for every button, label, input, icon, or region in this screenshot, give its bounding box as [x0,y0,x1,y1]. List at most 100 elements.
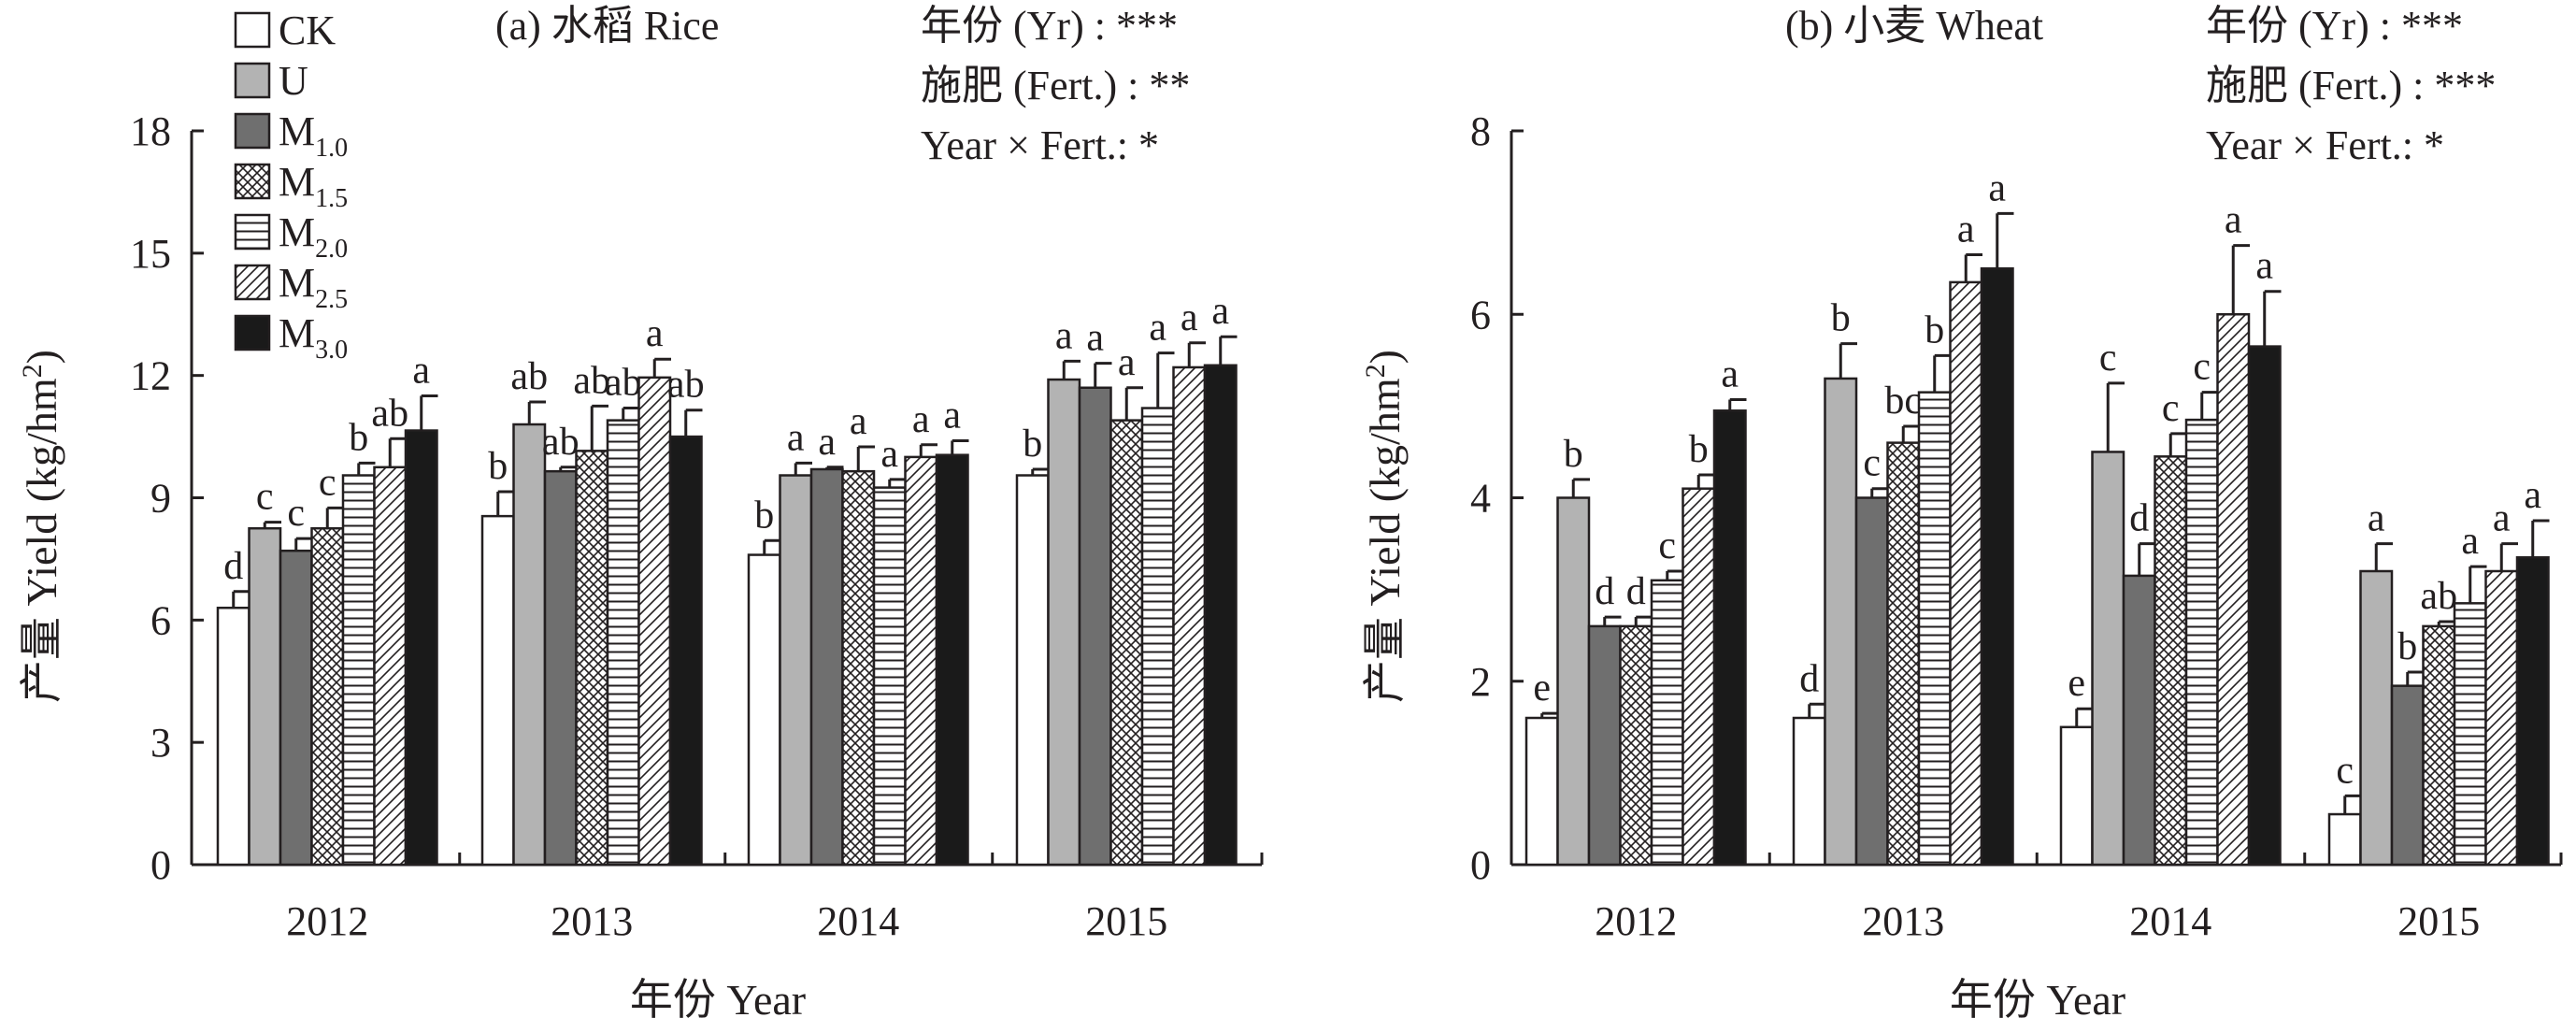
wheat-bar-u-2015 [2359,569,2394,867]
wheat-chart-title: (b) 小麦 Wheat [1785,3,2043,49]
wheat-y-tick-label: 2 [1470,659,1491,705]
wheat-sig-letter-m1-5-2012: d [1626,570,1646,613]
legend-label-base: M [279,159,315,205]
rice-sig-letter-u-2013: ab [510,355,548,398]
wheat-sig-letter-m3-0-2014: a [2255,245,2273,288]
wheat-bar-m2-5-2015 [2484,569,2519,867]
rice-sig-letter-m1-5-2013: ab [573,359,610,402]
wheat-stat-fert: 施肥 (Fert.) : *** [2206,63,2496,108]
rice-sig-letter-m3-0-2013: ab [667,364,705,407]
wheat-sig-letter-u-2014: c [2099,337,2117,380]
legend-label-base: M [279,260,315,306]
rice-bar-m1-5-2015 [1109,419,1144,867]
wheat-bar-m2-5-2012 [1682,487,1716,867]
wheat-bar-ck-2013 [1792,716,1826,867]
rice-y-tick-label: 6 [150,597,171,643]
wheat-sig-letter-u-2013: b [1831,297,1851,340]
wheat-y-tick-label: 4 [1470,476,1491,522]
wheat-x-tick-label-2012: 2012 [1595,898,1677,944]
rice-y-axis-label: 产量 Yield (kg/hm2) [17,350,65,703]
legend-swatch-m2-5 [234,264,271,301]
rice-sig-letter-m3-0-2012: a [412,349,430,392]
wheat-sig-letter-m1-5-2013: bc [1884,380,1922,423]
wheat-bar-m2-0-2014 [2184,418,2219,867]
legend-swatch-m1-5 [234,163,271,200]
rice-sig-letter-ck-2015: b [1023,423,1042,466]
rice-stat-fert: 施肥 (Fert.) : ** [921,63,1190,108]
wheat-bar-m3-0-2015 [2515,556,2550,867]
rice-y-tick-label: 3 [150,720,171,766]
wheat-sig-letter-m2-5-2014: a [2225,199,2242,242]
rice-sig-letter-m1-0-2012: c [287,492,305,535]
wheat-bar-m3-0-2014 [2247,345,2282,867]
rice-sig-letter-m2-5-2013: a [646,312,664,355]
legend-label-u: U [279,58,308,104]
wheat-sig-letter-m2-0-2014: c [2193,346,2211,389]
wheat-x-axis-label: 年份 Year [1950,976,2125,1024]
wheat-y-tick-label: 8 [1470,108,1491,154]
rice-chart-title: (a) 水稻 Rice [495,3,719,49]
rice-sig-letter-m1-5-2014: a [850,400,867,443]
rice-sig-letter-m3-0-2014: a [943,394,961,437]
legend-label-base: CK [279,7,336,53]
rice-sig-letter-m3-0-2015: a [1211,290,1229,333]
rice-bar-m1-5-2012 [310,526,345,867]
rice-bar-m2-5-2015 [1172,366,1207,867]
rice-x-tick-label-2013: 2013 [551,898,633,944]
rice-sig-letter-m1-0-2015: a [1086,317,1104,360]
rice-sig-letter-m2-5-2014: a [912,398,930,441]
wheat-sig-letter-m2-0-2012: c [1658,524,1676,567]
rice-bar-ck-2013 [480,514,515,867]
rice-bar-m3-0-2015 [1203,364,1238,867]
rice-y-tick-label: 9 [150,476,171,522]
rice-sig-letter-m2-5-2015: a [1181,296,1198,339]
rice-bar-m1-5-2014 [841,469,876,867]
rice-y-axis-label-main: 产量 Yield (kg/hm [18,378,65,703]
wheat-x-tick-label-2013: 2013 [1862,898,1944,944]
wheat-sig-letter-m3-0-2013: a [1988,166,2006,209]
wheat-sig-letter-u-2015: a [2368,497,2385,540]
rice-bar-u-2012 [248,526,282,867]
rice-bar-m3-0-2012 [404,429,438,867]
rice-sig-letter-m2-5-2012: ab [371,392,408,435]
rice-sig-letter-m1-5-2012: c [319,461,336,504]
rice-x-tick-label-2014: 2014 [817,898,899,944]
wheat-sig-letter-m3-0-2015: a [2524,474,2541,517]
rice-bar-u-2013 [512,423,547,867]
wheat-sig-letter-ck-2015: c [2336,749,2354,792]
rice-sig-letter-m1-0-2013: ab [542,421,580,464]
wheat-sig-letter-m1-0-2012: d [1595,570,1614,613]
legend-label-base: U [279,58,308,104]
rice-y-axis-label-sup: 2 [17,364,48,378]
rice-sig-letter-m2-0-2014: a [880,433,898,476]
wheat-bar-m2-0-2015 [2453,602,2487,867]
wheat-sig-letter-u-2012: b [1564,433,1583,476]
wheat-y-tick-label: 6 [1470,292,1491,337]
rice-bar-ck-2012 [216,607,250,867]
rice-bar-m1-0-2012 [279,549,313,867]
rice-sig-letter-u-2014: a [787,416,805,459]
wheat-bar-ck-2015 [2327,812,2362,867]
rice-bar-m1-5-2013 [575,450,609,867]
rice-bar-m2-5-2014 [904,455,938,867]
wheat-bar-ck-2014 [2059,725,2094,867]
rice-y-tick-label: 12 [130,353,171,399]
rice-bar-ck-2015 [1015,474,1050,867]
wheat-sig-letter-m1-0-2014: d [2129,497,2149,540]
legend-label-subscript: 1.5 [315,184,348,213]
wheat-y-axis-label-sup: 2 [1360,364,1391,378]
rice-bar-m2-0-2015 [1140,407,1175,867]
rice-sig-letter-m2-0-2013: ab [605,362,642,405]
wheat-x-tick-label-2015: 2015 [2397,898,2480,944]
wheat-bar-m2-0-2013 [1917,391,1952,867]
wheat-sig-letter-m2-0-2013: b [1925,308,1944,351]
legend-label-subscript: 2.5 [315,285,348,314]
wheat-bar-m1-0-2015 [2390,684,2425,867]
rice-y-tick-label: 18 [130,108,171,154]
wheat-bar-m3-0-2013 [1980,266,2014,867]
rice-sig-letter-u-2012: c [256,476,274,519]
legend-label-m2-0: M2.0 [279,209,348,264]
